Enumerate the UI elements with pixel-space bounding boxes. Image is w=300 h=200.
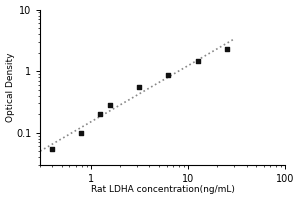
- X-axis label: Rat LDHA concentration(ng/mL): Rat LDHA concentration(ng/mL): [91, 185, 235, 194]
- Point: [166, 73, 171, 76]
- Point: [50, 147, 55, 150]
- Point: [136, 86, 141, 89]
- Point: [78, 132, 83, 135]
- Point: [195, 60, 200, 63]
- Point: [224, 47, 229, 50]
- Point: [98, 113, 103, 116]
- Y-axis label: Optical Density: Optical Density: [6, 53, 15, 122]
- Point: [107, 104, 112, 107]
